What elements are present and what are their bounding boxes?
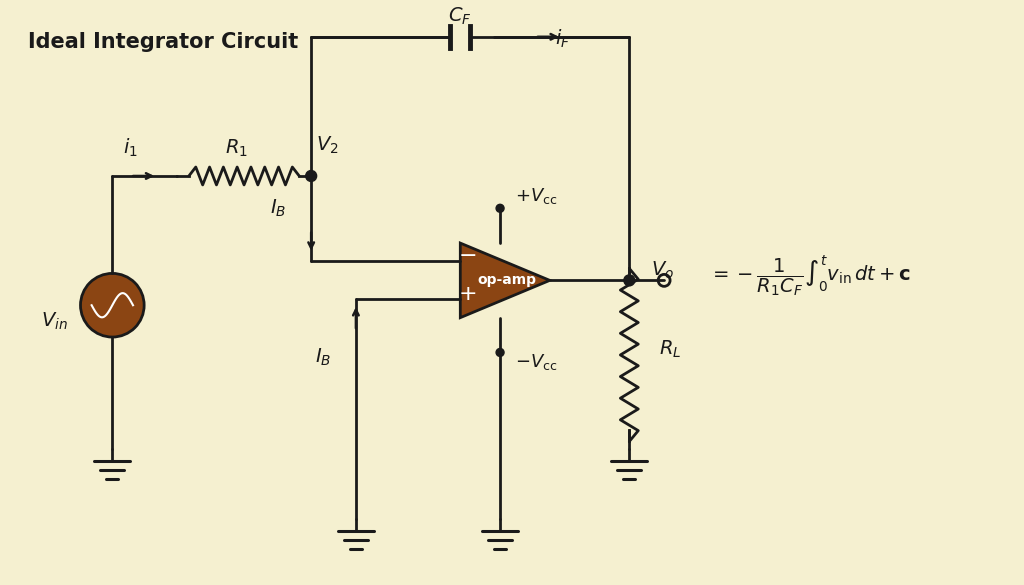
Text: $V_2$: $V_2$ bbox=[316, 135, 339, 156]
Text: $V_o$: $V_o$ bbox=[651, 259, 674, 281]
Text: $C_F$: $C_F$ bbox=[449, 6, 472, 27]
Text: $i_F$: $i_F$ bbox=[555, 27, 570, 50]
Text: $I_B$: $I_B$ bbox=[270, 198, 287, 219]
Text: $I_B$: $I_B$ bbox=[314, 347, 331, 368]
Text: $-$: $-$ bbox=[458, 245, 476, 264]
Text: $i_1$: $i_1$ bbox=[123, 137, 137, 159]
Circle shape bbox=[306, 170, 316, 181]
Circle shape bbox=[496, 204, 504, 212]
Circle shape bbox=[81, 273, 144, 337]
Circle shape bbox=[496, 349, 504, 356]
Polygon shape bbox=[461, 243, 550, 318]
Text: $R_L$: $R_L$ bbox=[659, 339, 682, 360]
Text: $R_1$: $R_1$ bbox=[225, 138, 248, 159]
Text: Ideal Integrator Circuit: Ideal Integrator Circuit bbox=[28, 32, 298, 52]
Text: $+$: $+$ bbox=[458, 284, 476, 304]
Text: $-V_{\rm cc}$: $-V_{\rm cc}$ bbox=[515, 352, 557, 373]
Text: op-amp: op-amp bbox=[477, 273, 537, 287]
Text: $= -\dfrac{1}{R_1 C_F}\int_0^t v_{\rm in}\, dt + \mathbf{c}$: $= -\dfrac{1}{R_1 C_F}\int_0^t v_{\rm in… bbox=[709, 253, 910, 298]
Text: $V_{in}$: $V_{in}$ bbox=[41, 311, 68, 332]
Text: $+V_{\rm cc}$: $+V_{\rm cc}$ bbox=[515, 187, 557, 207]
Circle shape bbox=[624, 275, 635, 286]
